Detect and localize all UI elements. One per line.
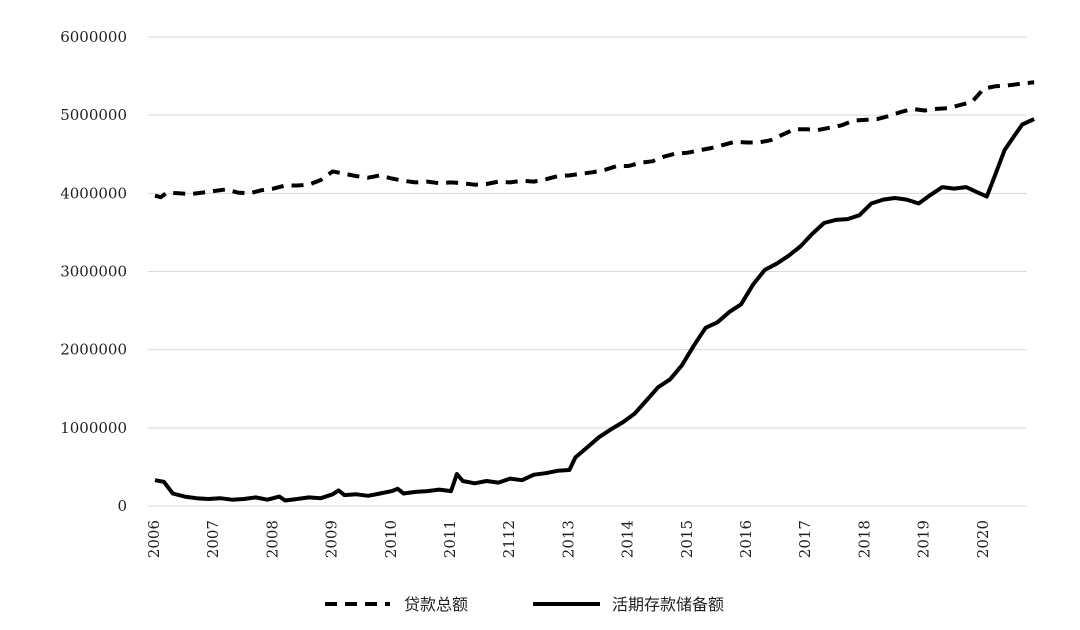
y-tick-label: 4000000 — [60, 184, 127, 202]
x-tick-label: 2006 — [145, 520, 163, 558]
x-tick-label: 2017 — [796, 520, 814, 558]
series-line-demand-deposits — [154, 117, 1035, 503]
y-tick-label: 6000000 — [60, 28, 127, 46]
x-tick-label: 2018 — [855, 520, 873, 558]
gridlines — [148, 36, 1027, 507]
x-tick-label: 2013 — [559, 520, 577, 558]
x-tick-label: 2011 — [441, 520, 459, 558]
x-tick-label: 2112 — [500, 520, 518, 558]
x-tick-label: 2016 — [737, 520, 755, 558]
x-tick-label: 2008 — [263, 520, 281, 558]
y-axis-ticks: 0 1000000 2000000 3000000 4000000 5000000 6000… — [60, 28, 127, 515]
y-tick-label: 3000000 — [60, 263, 127, 281]
x-tick-label: 2015 — [678, 520, 696, 558]
y-tick-label: 2000000 — [60, 341, 127, 359]
y-tick-label: 1000000 — [60, 419, 127, 437]
x-tick-label: 2020 — [974, 520, 992, 558]
series-line-loans — [154, 80, 1035, 200]
x-tick-label: 2009 — [323, 520, 341, 558]
legend-label-loans: 贷款总额 — [404, 595, 468, 614]
y-tick-label: 5000000 — [60, 106, 127, 124]
x-tick-label: 2019 — [915, 520, 933, 558]
x-axis-ticks: 2006 2007 2008 2009 2010 2011 2112 2013 2014 2015… — [145, 520, 992, 558]
x-tick-label: 2010 — [382, 520, 400, 558]
x-tick-label: 2007 — [204, 520, 222, 558]
y-tick-label: 0 — [117, 497, 127, 515]
x-tick-label: 2014 — [619, 520, 637, 558]
legend: 贷款总额 活期存款储备额 — [325, 595, 724, 614]
series-lines — [154, 80, 1035, 503]
legend-label-demand-deposits: 活期存款储备额 — [612, 595, 724, 614]
